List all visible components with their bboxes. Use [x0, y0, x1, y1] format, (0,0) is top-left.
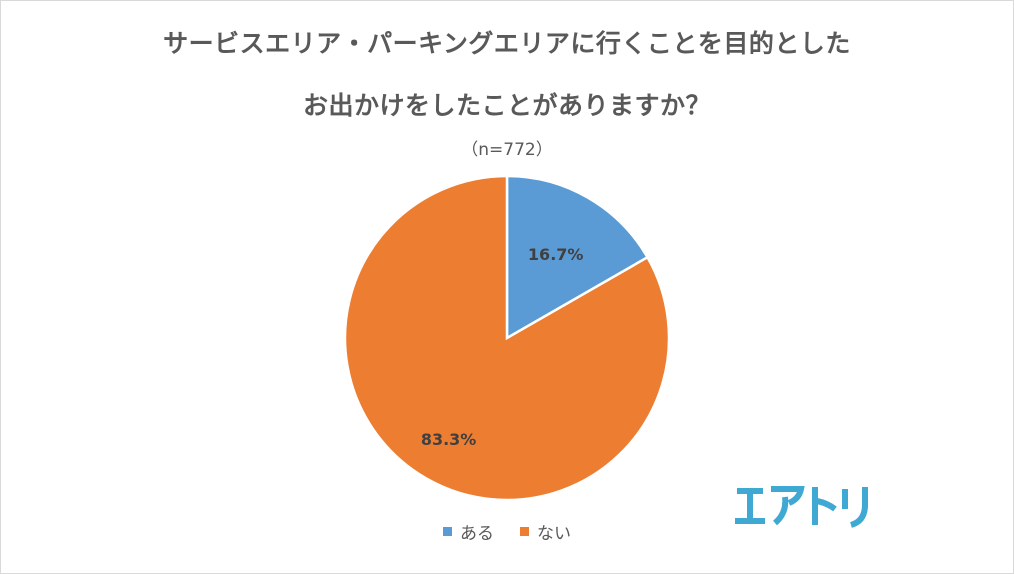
legend-item-aru: ある: [443, 519, 494, 544]
legend-swatch-nai: [520, 527, 529, 536]
chart-title-line-1: サービスエリア・パーキングエリアに行くことを目的とした: [163, 29, 851, 58]
legend-item-nai: ない: [520, 519, 571, 544]
airtrip-logo: [733, 483, 875, 534]
pie-slice-aru: [505, 174, 650, 341]
data-label-aru: 16.7%: [528, 245, 584, 264]
legend-label-aru: ある: [460, 524, 494, 544]
legend-swatch-aru: [443, 527, 452, 536]
airtrip-logo-mark: [735, 486, 868, 528]
pie-slice-nai: [343, 174, 671, 502]
data-label-nai: 83.3%: [421, 430, 477, 449]
chart-subtitle: （n=772）: [461, 140, 553, 160]
chart-title-line-2: お出かけをしたことがありますか？: [302, 91, 711, 120]
chart-legend: ある ない: [0, 519, 1014, 544]
legend-label-nai: ない: [537, 524, 571, 544]
